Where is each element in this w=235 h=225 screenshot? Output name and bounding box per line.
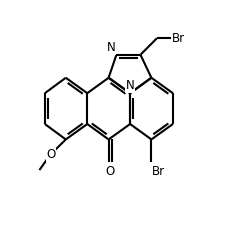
Text: N: N xyxy=(126,79,134,92)
Text: N: N xyxy=(107,41,116,54)
Text: O: O xyxy=(47,148,56,161)
Text: Br: Br xyxy=(152,164,165,178)
Text: O: O xyxy=(105,165,114,178)
Text: Br: Br xyxy=(172,32,185,45)
